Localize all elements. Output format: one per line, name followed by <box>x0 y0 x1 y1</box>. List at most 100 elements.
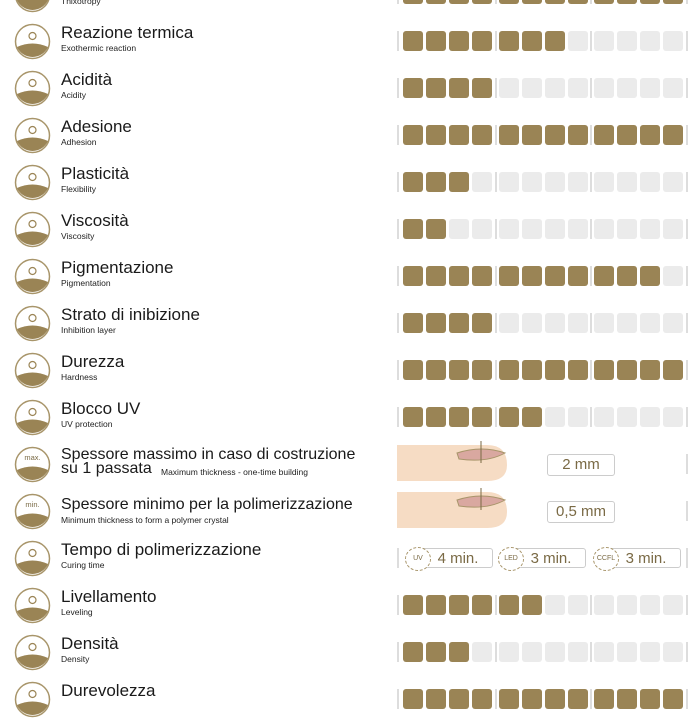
bar-divider <box>397 407 399 427</box>
level-square <box>640 31 660 51</box>
level-square <box>663 78 683 98</box>
property-title: Spessore massimo in caso di costruzione … <box>61 446 356 477</box>
property-row: Durezza Hardness <box>0 347 700 394</box>
level-square <box>403 595 423 615</box>
level-square <box>403 31 423 51</box>
bar-divider <box>686 689 688 709</box>
lamp-badge-led: LED <box>498 547 524 571</box>
leveling-icon <box>14 587 51 624</box>
level-square <box>499 689 519 709</box>
level-square <box>640 360 660 380</box>
level-square <box>640 407 660 427</box>
level-square <box>568 642 588 662</box>
level-square <box>545 31 565 51</box>
level-square <box>617 0 637 4</box>
level-square <box>617 219 637 239</box>
level-square <box>403 689 423 709</box>
level-square <box>663 219 683 239</box>
level-square <box>472 172 492 192</box>
level-square <box>663 689 683 709</box>
level-square <box>640 313 660 333</box>
level-square <box>449 172 469 192</box>
property-subtitle: Flexibility <box>61 184 96 194</box>
level-square <box>640 125 660 145</box>
level-square <box>403 407 423 427</box>
level-square <box>499 0 519 4</box>
level-square <box>426 125 446 145</box>
property-row: Densità Density <box>0 629 700 676</box>
property-title: Durezza <box>61 352 125 371</box>
bar-divider <box>686 219 688 239</box>
level-square <box>640 219 660 239</box>
property-title: Spessore minimo per la polimerizzazione <box>61 496 353 513</box>
bar-divider <box>686 313 688 333</box>
level-square <box>568 360 588 380</box>
bar-divider <box>397 31 399 51</box>
level-square <box>449 642 469 662</box>
bar-divider <box>397 548 399 568</box>
bar-divider <box>397 360 399 380</box>
level-square <box>522 266 542 286</box>
property-row: TissotropiaThixotropy <box>0 0 700 18</box>
bar-divider <box>397 125 399 145</box>
level-square <box>403 125 423 145</box>
density-icon <box>14 634 51 671</box>
level-square <box>449 78 469 98</box>
level-square <box>640 266 660 286</box>
level-square <box>617 689 637 709</box>
level-square <box>545 407 565 427</box>
level-square <box>472 219 492 239</box>
bar-divider <box>686 407 688 427</box>
level-square <box>522 219 542 239</box>
level-square <box>472 595 492 615</box>
property-subtitle: UV protection <box>61 419 113 429</box>
icon-badge-text: min. <box>25 500 40 509</box>
level-square <box>640 595 660 615</box>
level-square <box>499 313 519 333</box>
property-title: Durevolezza <box>61 681 156 700</box>
level-square <box>663 172 683 192</box>
property-title: Pigmentazione <box>61 258 174 277</box>
bar-divider <box>495 125 497 145</box>
property-subtitle: Adhesion <box>61 137 97 147</box>
level-square <box>617 172 637 192</box>
level-square <box>426 689 446 709</box>
property-subtitle: Exothermic reaction <box>61 43 137 53</box>
level-square <box>403 0 423 4</box>
level-square <box>499 31 519 51</box>
level-square <box>568 689 588 709</box>
level-square <box>403 360 423 380</box>
bar-divider <box>397 689 399 709</box>
bar-divider <box>397 642 399 662</box>
level-square <box>568 219 588 239</box>
property-title: Reazione termica <box>61 23 194 42</box>
level-square <box>545 313 565 333</box>
level-square <box>449 266 469 286</box>
level-square <box>545 172 565 192</box>
property-title: Livellamento <box>61 587 157 606</box>
level-square <box>522 642 542 662</box>
level-square <box>426 31 446 51</box>
property-subtitle: Density <box>61 654 90 664</box>
property-title: Strato di inibizione <box>61 305 200 324</box>
viscosity-icon <box>14 211 51 248</box>
level-square <box>594 642 614 662</box>
level-square <box>545 266 565 286</box>
curing-time-box: 4 min. <box>413 548 493 568</box>
level-square <box>426 595 446 615</box>
property-subtitle: Hardness <box>61 372 98 382</box>
level-square <box>594 689 614 709</box>
icon-badge-text: max. <box>24 453 41 462</box>
bar-divider <box>686 31 688 51</box>
bar-divider <box>686 0 688 4</box>
max-thickness-icon: max. <box>14 446 51 483</box>
property-row: Acidità Acidity <box>0 65 700 112</box>
level-square <box>663 595 683 615</box>
property-row: max. Spessore massimo in caso di costruzi… <box>0 441 700 488</box>
level-square <box>472 313 492 333</box>
level-square <box>426 407 446 427</box>
level-square <box>663 125 683 145</box>
level-square <box>449 595 469 615</box>
finger-illustration <box>397 488 507 535</box>
property-row: Pigmentazione Pigmentation <box>0 253 700 300</box>
